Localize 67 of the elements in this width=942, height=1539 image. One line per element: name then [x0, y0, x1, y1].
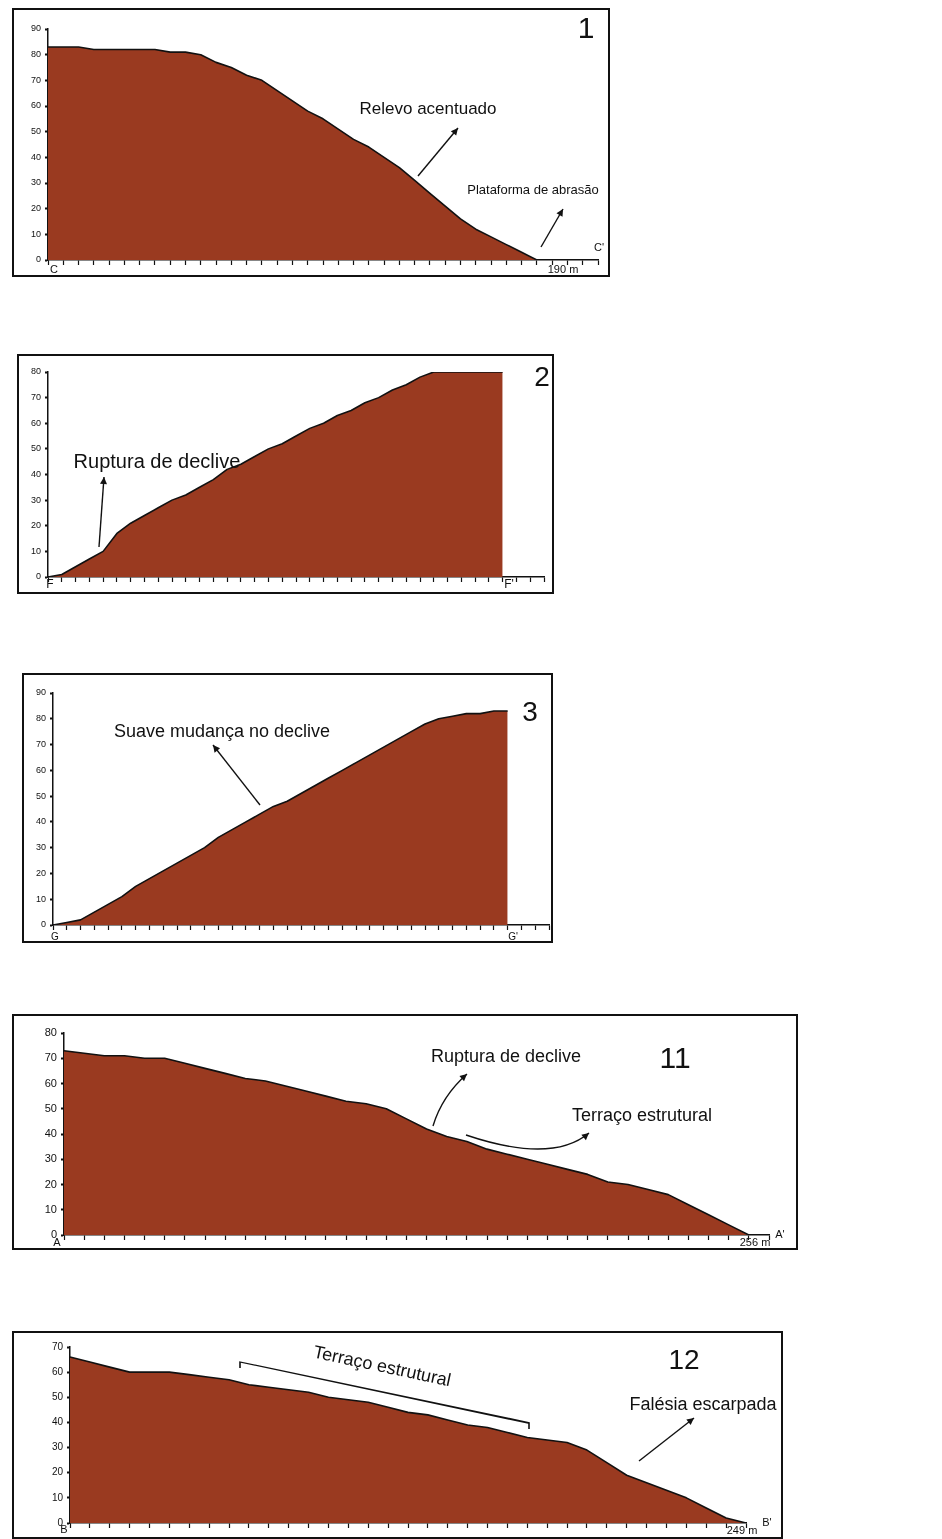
y-tick-label: 70: [30, 74, 41, 85]
y-tick-label: 10: [44, 1202, 57, 1215]
y-tick-label: 50: [30, 126, 41, 137]
text: A': [775, 1228, 785, 1241]
text: B': [762, 1516, 772, 1529]
y-tick-label: 30: [44, 1152, 57, 1165]
y-tick-label: 40: [30, 468, 41, 479]
annotation: Terraço estrutural: [311, 1341, 453, 1391]
y-tick-label: 20: [30, 203, 41, 214]
y-tick-label: 90: [35, 687, 46, 698]
y-tick-label: 50: [51, 1391, 64, 1403]
y-tick-label: 70: [35, 739, 46, 750]
y-tick-label: 10: [30, 228, 41, 239]
annotation: Terraço estrutural: [571, 1104, 713, 1125]
annotation: Plataforma de abrasão: [467, 181, 599, 197]
y-tick-label: 20: [30, 520, 41, 531]
y-tick-label: 50: [44, 1101, 57, 1114]
y-tick-label: 50: [30, 443, 41, 454]
y-tick-label: 20: [51, 1466, 64, 1478]
y-tick-label: 10: [51, 1491, 64, 1503]
y-tick-label: 0: [35, 571, 41, 582]
y-tick-label: 40: [44, 1127, 57, 1140]
text: G': [508, 930, 518, 942]
text: G: [51, 930, 60, 942]
annotation: Ruptura de declive: [73, 449, 241, 472]
y-tick-label: 10: [35, 893, 46, 904]
annotation: Ruptura de declive: [430, 1045, 582, 1066]
y-tick-label: 80: [44, 1026, 57, 1039]
y-tick-label: 30: [35, 842, 46, 853]
text: F': [504, 577, 514, 592]
y-tick-label: 20: [44, 1177, 57, 1190]
chart-title: 11: [659, 1041, 691, 1075]
y-tick-label: 80: [30, 366, 41, 377]
y-tick-label: 40: [35, 816, 46, 827]
y-tick-label: 30: [51, 1441, 64, 1453]
chart-title: 3: [522, 695, 538, 727]
annotation: Suave mudança no declive: [113, 720, 331, 741]
y-tick-label: 60: [30, 100, 41, 111]
y-tick-label: 50: [35, 790, 46, 801]
y-tick-label: 40: [30, 151, 41, 162]
text: 190 m: [547, 263, 579, 276]
y-tick-label: 30: [30, 177, 41, 188]
annotation: C': [593, 241, 605, 254]
text: 256 m: [739, 1236, 771, 1249]
y-tick-label: 60: [35, 764, 46, 775]
chart-title: 12: [668, 1343, 700, 1375]
y-tick-label: 70: [44, 1051, 57, 1064]
y-tick-label: 70: [30, 392, 41, 403]
y-tick-label: 60: [51, 1365, 64, 1377]
y-tick-label: 40: [51, 1416, 64, 1428]
y-tick-label: 20: [35, 867, 46, 878]
y-tick-label: 80: [35, 713, 46, 724]
chart-title: 1: [577, 11, 595, 45]
y-tick-label: 90: [30, 23, 41, 34]
chart-title: 2: [534, 360, 550, 392]
y-tick-label: 70: [51, 1340, 64, 1352]
annotation: Relevo acentuado: [359, 98, 497, 118]
y-tick-label: 0: [35, 254, 41, 265]
y-tick-label: 0: [40, 919, 46, 930]
y-tick-label: 80: [30, 49, 41, 60]
y-tick-label: 60: [44, 1076, 57, 1089]
y-tick-label: 60: [30, 417, 41, 428]
y-tick-label: 10: [30, 545, 41, 556]
text: 249 m: [726, 1524, 758, 1537]
y-tick-label: 30: [30, 494, 41, 505]
annotation: Falésia escarpada: [629, 1393, 778, 1414]
text: C: [50, 263, 59, 276]
